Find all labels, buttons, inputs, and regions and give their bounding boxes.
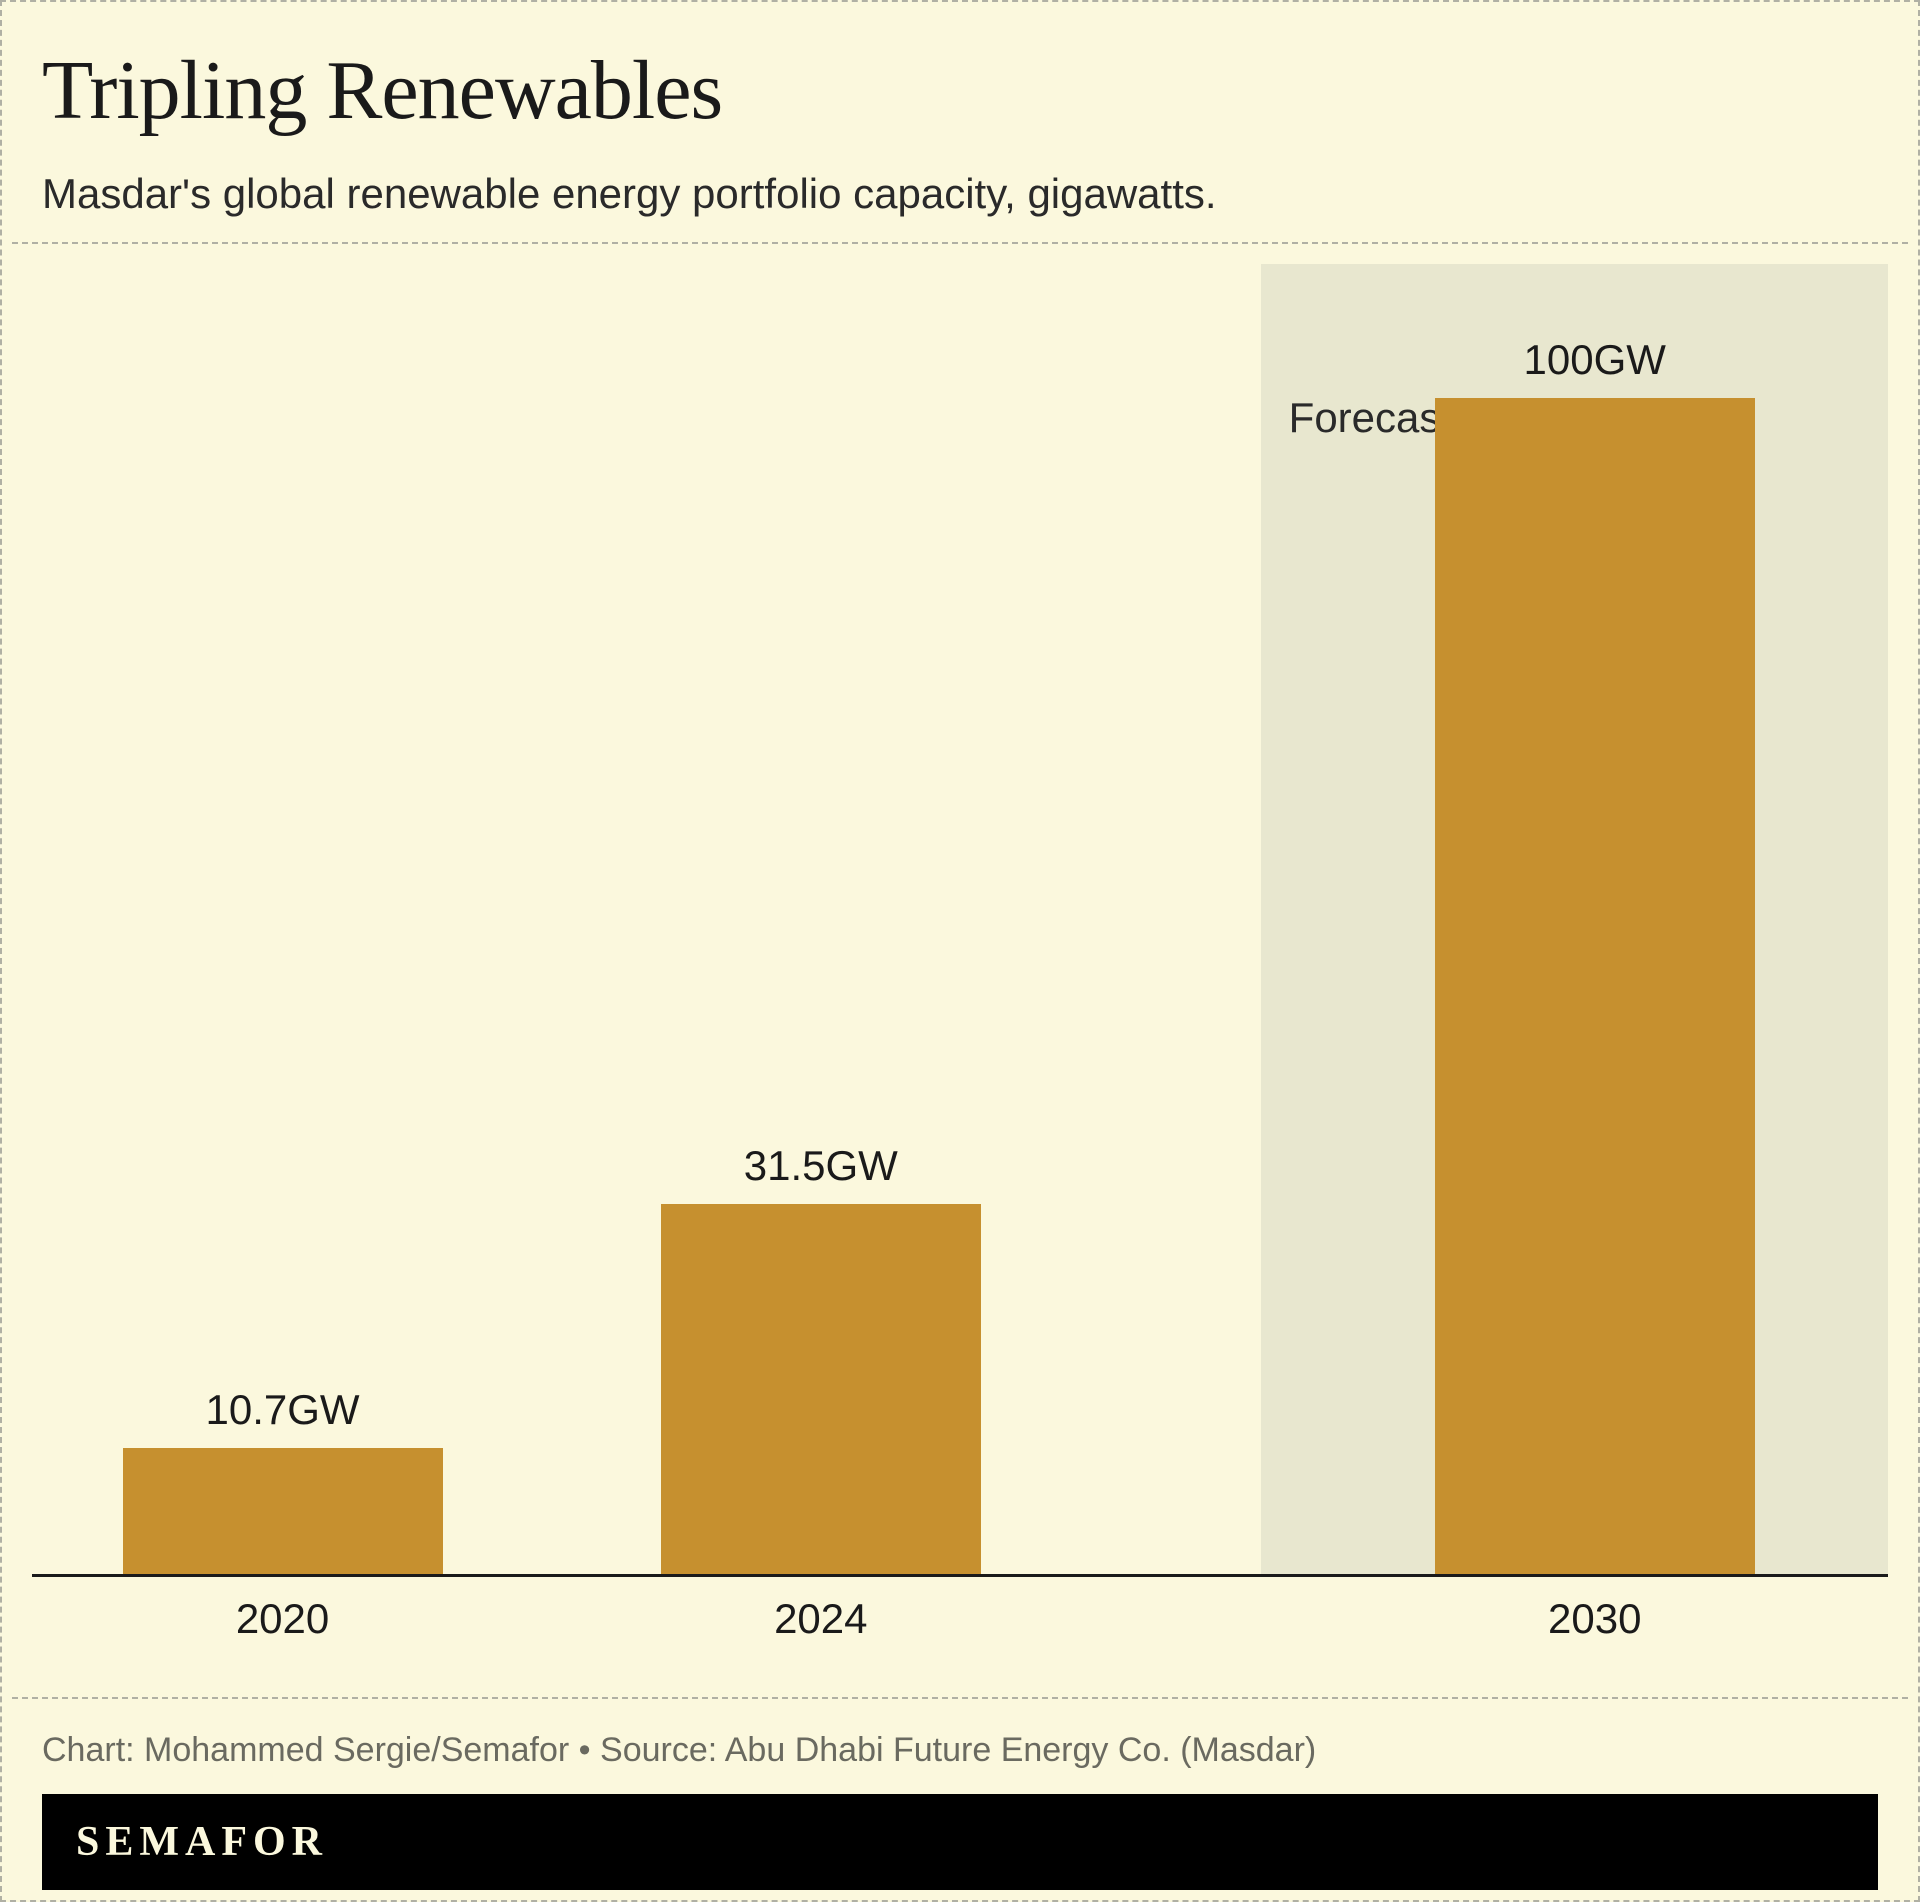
x-axis-label: 2024 bbox=[774, 1595, 867, 1643]
x-axis: 2020 2024 2030 bbox=[32, 1577, 1888, 1697]
x-axis-label: 2020 bbox=[236, 1595, 329, 1643]
footer-area: Chart: Mohammed Sergie/Semafor • Source:… bbox=[12, 1699, 1908, 1890]
chart-area: Forecast10.7GW31.5GW100GW 202020242030 bbox=[12, 244, 1908, 1697]
plot-region: Forecast10.7GW31.5GW100GW bbox=[32, 264, 1888, 1574]
header-block: Tripling Renewables Masdar's global rene… bbox=[12, 12, 1908, 242]
bar-value-label: 100GW bbox=[1524, 336, 1666, 384]
x-axis-label: 2030 bbox=[1548, 1595, 1641, 1643]
bar-slot: 10.7GW bbox=[123, 1386, 443, 1574]
brand-label: SEMAFOR bbox=[76, 1818, 328, 1866]
chart-title: Tripling Renewables bbox=[42, 42, 1878, 139]
bar-value-label: 31.5GW bbox=[744, 1142, 898, 1190]
bar bbox=[661, 1204, 981, 1574]
bar bbox=[1435, 398, 1755, 1574]
brand-bar: SEMAFOR bbox=[42, 1794, 1878, 1890]
bar-slot: 100GW bbox=[1435, 336, 1755, 1574]
chart-credit: Chart: Mohammed Sergie/Semafor • Source:… bbox=[42, 1721, 1878, 1794]
bar-slot: 31.5GW bbox=[661, 1142, 981, 1574]
bars-row: 10.7GW 31.5GW 100GW bbox=[32, 264, 1888, 1574]
chart-card: Tripling Renewables Masdar's global rene… bbox=[0, 0, 1920, 1902]
bar bbox=[123, 1448, 443, 1574]
chart-subtitle: Masdar's global renewable energy portfol… bbox=[42, 167, 1878, 222]
bar-value-label: 10.7GW bbox=[206, 1386, 360, 1434]
